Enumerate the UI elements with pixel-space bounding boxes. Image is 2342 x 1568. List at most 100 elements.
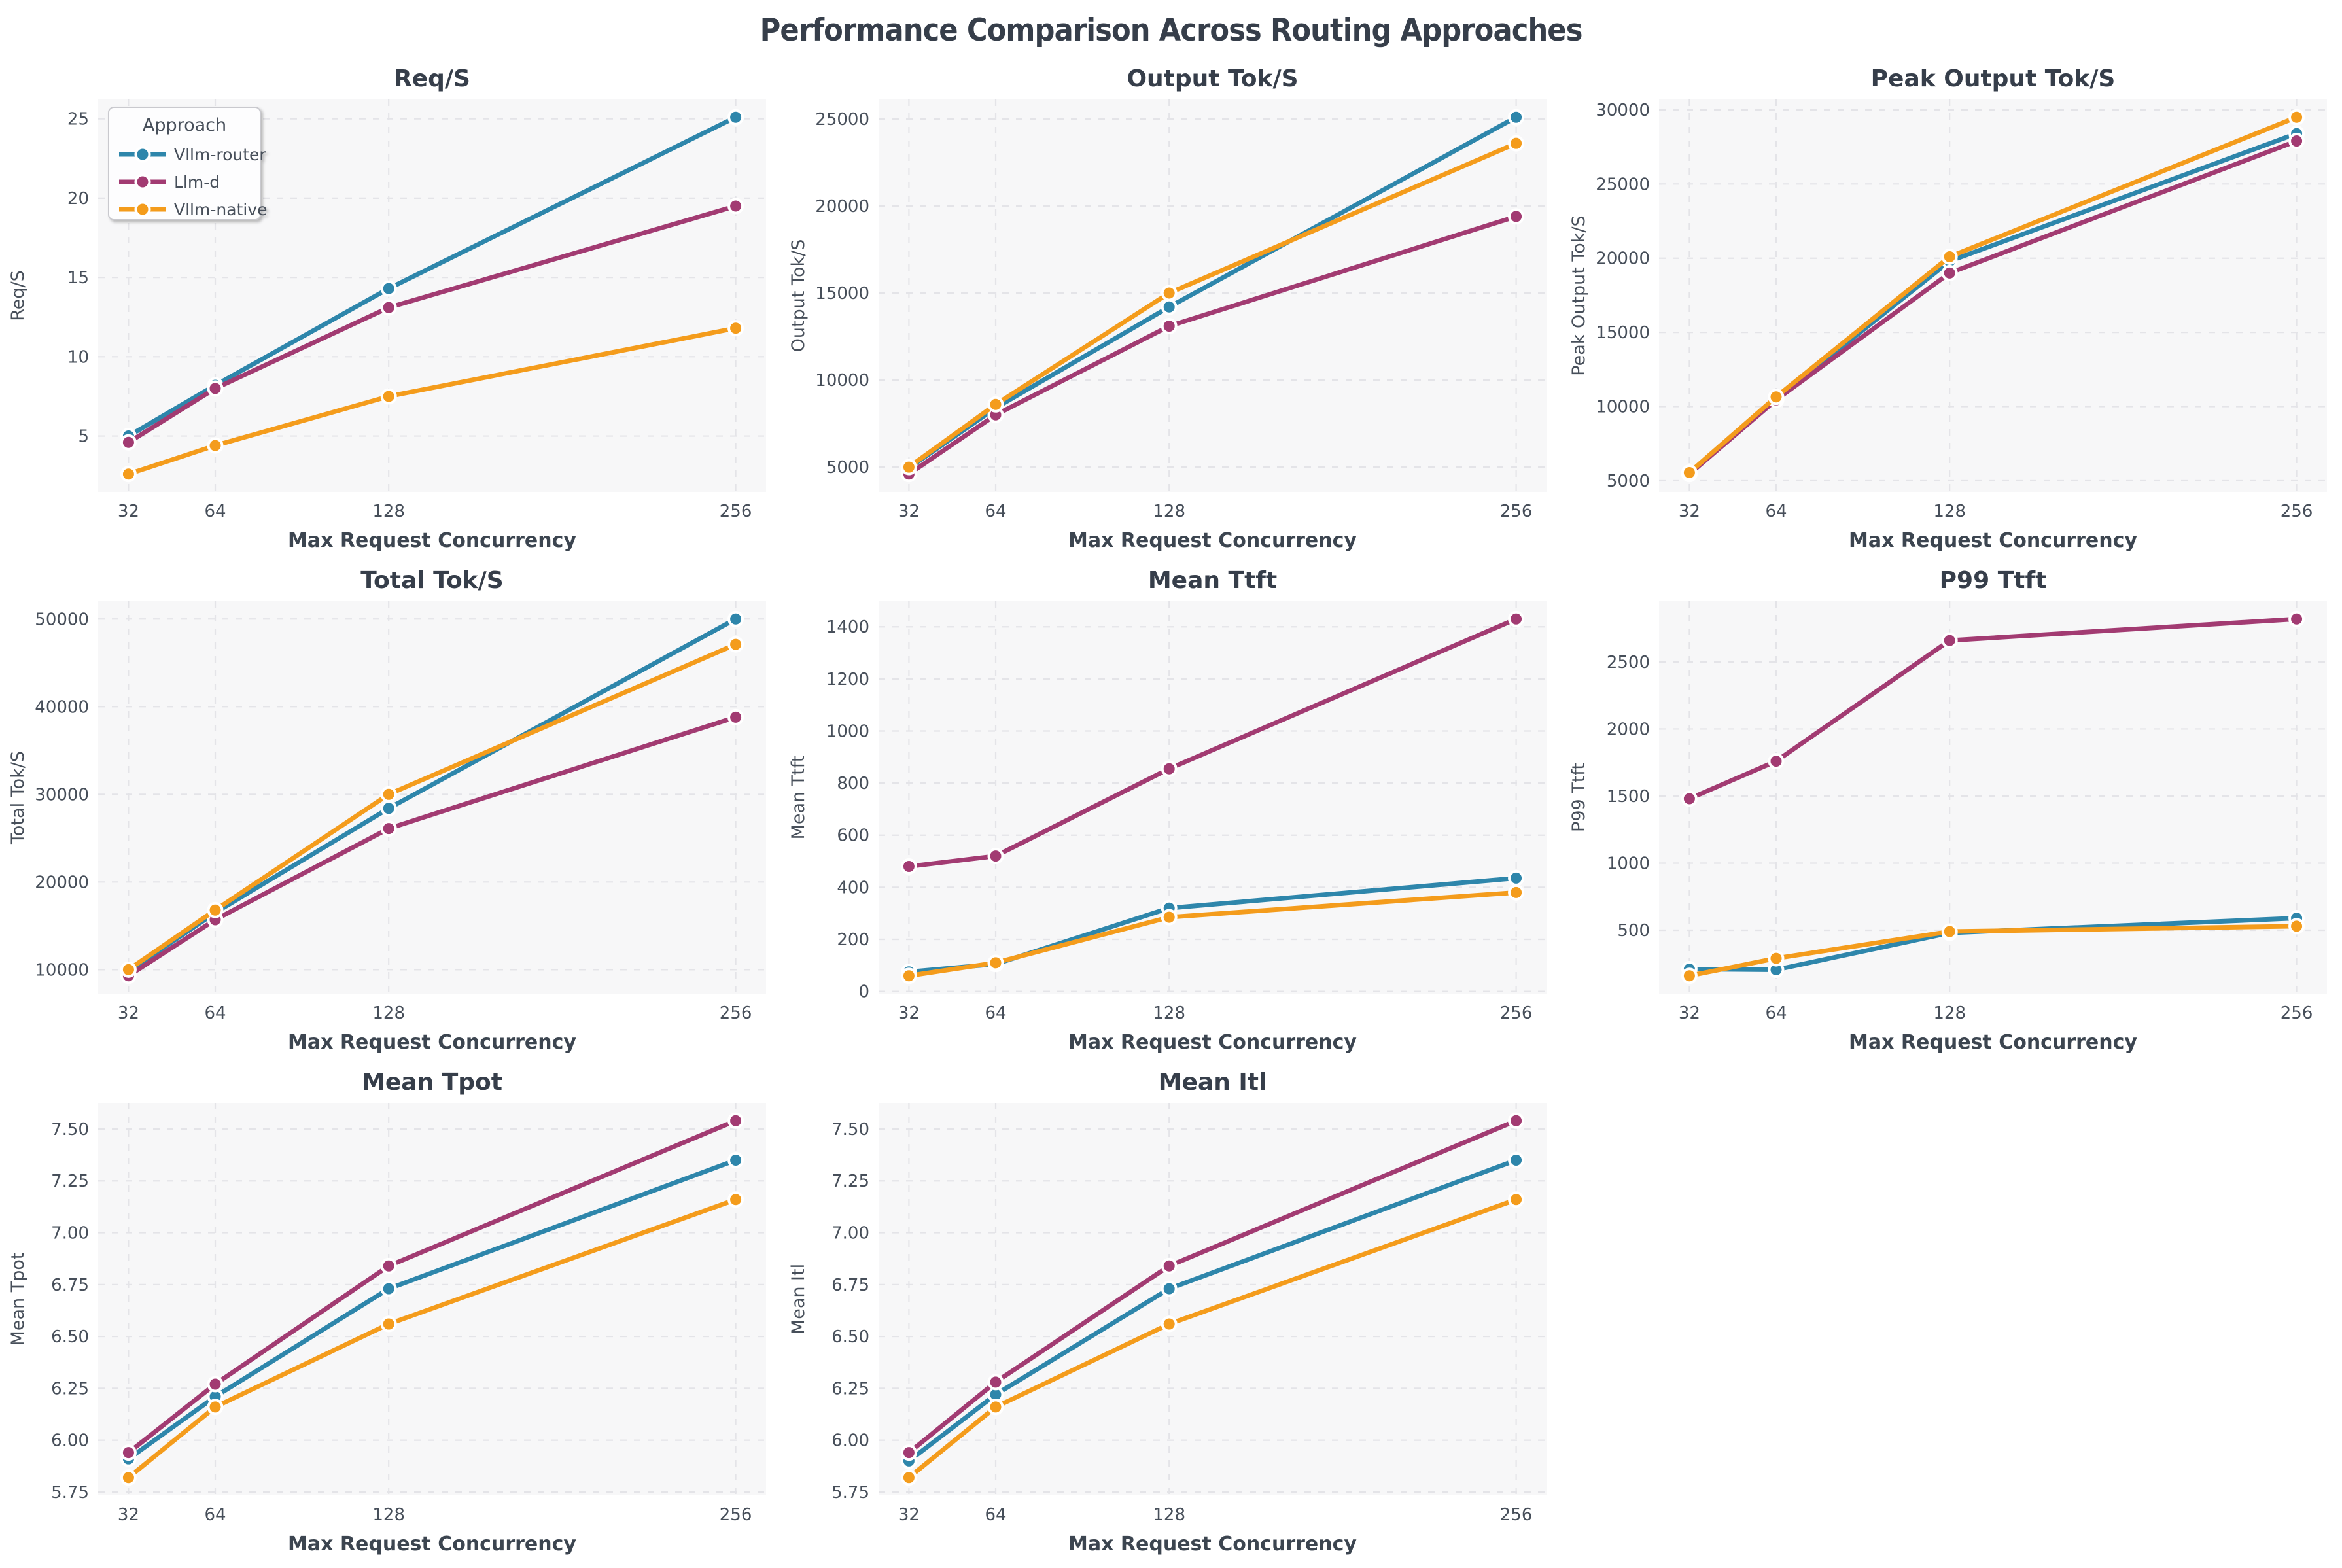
svg-text:6.75: 6.75 <box>51 1276 89 1295</box>
svg-text:256: 256 <box>2281 502 2313 521</box>
svg-text:15: 15 <box>67 268 89 288</box>
data-point <box>727 1152 744 1169</box>
svg-text:32: 32 <box>898 502 920 521</box>
y-axis: 5.75 6.00 6.25 6.50 6.75 7.00 7.25 7.50 <box>831 1120 869 1503</box>
svg-text:128: 128 <box>1153 1003 1185 1023</box>
svg-text:6.00: 6.00 <box>51 1431 89 1451</box>
svg-text:40000: 40000 <box>35 697 89 717</box>
svg-text:600: 600 <box>837 826 869 846</box>
figure-header: Performance Comparison Across Routing Ap… <box>0 0 2342 60</box>
chart-svg-mean-itl: 5.75 6.00 6.25 6.50 6.75 7.00 7.25 7.50 32 64 128 2… <box>788 1069 1547 1556</box>
data-point <box>987 954 1004 971</box>
subplot-title: Total Tok/S <box>360 567 503 594</box>
legend-marker-dot <box>134 201 151 218</box>
svg-text:30000: 30000 <box>1596 101 1650 120</box>
y-axis-label: P99 Ttft <box>1569 763 1589 832</box>
svg-text:64: 64 <box>1765 502 1787 521</box>
data-point <box>987 1374 1004 1391</box>
svg-text:6.25: 6.25 <box>831 1379 869 1399</box>
svg-text:32: 32 <box>1679 502 1700 521</box>
series-vllm-native <box>1681 918 2305 984</box>
data-point <box>380 1257 397 1274</box>
x-axis-label: Max Request Concurrency <box>1068 1533 1357 1556</box>
data-point <box>2288 109 2305 126</box>
svg-text:25000: 25000 <box>815 110 869 130</box>
x-axis: 32 64 128 256 <box>118 502 752 521</box>
series-vllm-native <box>120 636 744 978</box>
series-vllm-native <box>120 320 744 483</box>
plot-area <box>879 99 1547 492</box>
svg-text:7.00: 7.00 <box>831 1224 869 1244</box>
data-point <box>1941 632 1958 649</box>
svg-text:64: 64 <box>985 1003 1006 1023</box>
data-point <box>900 1444 917 1461</box>
svg-text:10000: 10000 <box>1596 398 1650 417</box>
svg-text:15000: 15000 <box>815 284 869 304</box>
data-point <box>900 858 917 875</box>
data-point <box>207 1376 224 1393</box>
svg-text:5.75: 5.75 <box>51 1483 89 1503</box>
data-point <box>1161 318 1178 335</box>
svg-text:20000: 20000 <box>815 197 869 217</box>
series-vllm-native <box>900 1191 1525 1486</box>
data-point <box>1681 464 1698 481</box>
data-point <box>380 388 397 405</box>
data-point <box>207 437 224 454</box>
data-point <box>1941 248 1958 265</box>
y-axis: 5000 10000 15000 20000 25000 30000 <box>1596 101 1650 491</box>
data-point <box>1681 967 1698 984</box>
data-point <box>987 1399 1004 1416</box>
y-axis-label: Mean Tpot <box>8 1253 28 1346</box>
svg-text:6.00: 6.00 <box>831 1431 869 1451</box>
x-axis-label: Max Request Concurrency <box>288 529 576 552</box>
svg-text:500: 500 <box>1617 921 1650 941</box>
svg-text:0: 0 <box>858 983 869 1002</box>
svg-text:128: 128 <box>372 1003 405 1023</box>
figure-title: Performance Comparison Across Routing Ap… <box>760 12 1583 48</box>
data-point <box>1681 790 1698 807</box>
data-point <box>1161 1280 1178 1297</box>
x-axis: 32 64 128 256 <box>898 1003 1533 1023</box>
svg-text:64: 64 <box>204 502 226 521</box>
svg-text:32: 32 <box>1679 1003 1700 1023</box>
x-axis: 32 64 128 256 <box>1679 502 2313 521</box>
svg-text:15000: 15000 <box>1596 323 1650 343</box>
data-point <box>120 961 137 978</box>
svg-text:128: 128 <box>372 1505 405 1525</box>
data-point <box>380 299 397 316</box>
svg-text:6.25: 6.25 <box>51 1379 89 1399</box>
series-vllm-native <box>900 884 1525 984</box>
y-axis-label: Mean Ttft <box>788 756 809 840</box>
subplot-mean-ttft: 0 200 400 600 800 1000 1200 1400 32 64 128 256 Mean … <box>780 562 1561 1064</box>
legend-label: Llm-d <box>174 173 220 192</box>
data-point <box>1508 1112 1525 1129</box>
svg-text:25000: 25000 <box>1596 175 1650 194</box>
svg-text:20: 20 <box>67 189 89 209</box>
data-point <box>1508 109 1525 126</box>
svg-text:6.75: 6.75 <box>831 1276 869 1295</box>
svg-text:64: 64 <box>204 1505 226 1525</box>
data-point <box>1161 909 1178 926</box>
x-axis: 32 64 128 256 <box>1679 1003 2313 1023</box>
data-point <box>900 967 917 984</box>
data-point <box>727 1112 744 1129</box>
data-point <box>380 820 397 837</box>
svg-text:5: 5 <box>78 427 89 447</box>
subplot-p99-ttft: 500 1000 1500 2000 2500 32 64 128 256 P99 Ttft Max… <box>1561 562 2341 1064</box>
data-point <box>727 636 744 653</box>
svg-text:32: 32 <box>118 1003 139 1023</box>
data-point <box>120 1469 137 1486</box>
legend-box <box>108 107 261 220</box>
x-axis-label: Max Request Concurrency <box>1849 529 2137 552</box>
data-point <box>1161 285 1178 302</box>
grid-lines <box>879 601 1547 994</box>
y-axis: 5 10 15 20 25 <box>67 110 89 447</box>
svg-text:64: 64 <box>1765 1003 1787 1023</box>
svg-text:32: 32 <box>118 502 139 521</box>
subplot-title: Peak Output Tok/S <box>1871 65 2116 92</box>
chart-svg-p99-ttft: 500 1000 1500 2000 2500 32 64 128 256 P99 Ttft Max… <box>1569 567 2327 1054</box>
x-axis: 32 64 128 256 <box>898 1505 1533 1525</box>
svg-text:1400: 1400 <box>826 618 869 637</box>
plot-area <box>879 1103 1547 1495</box>
svg-text:7.00: 7.00 <box>51 1224 89 1244</box>
